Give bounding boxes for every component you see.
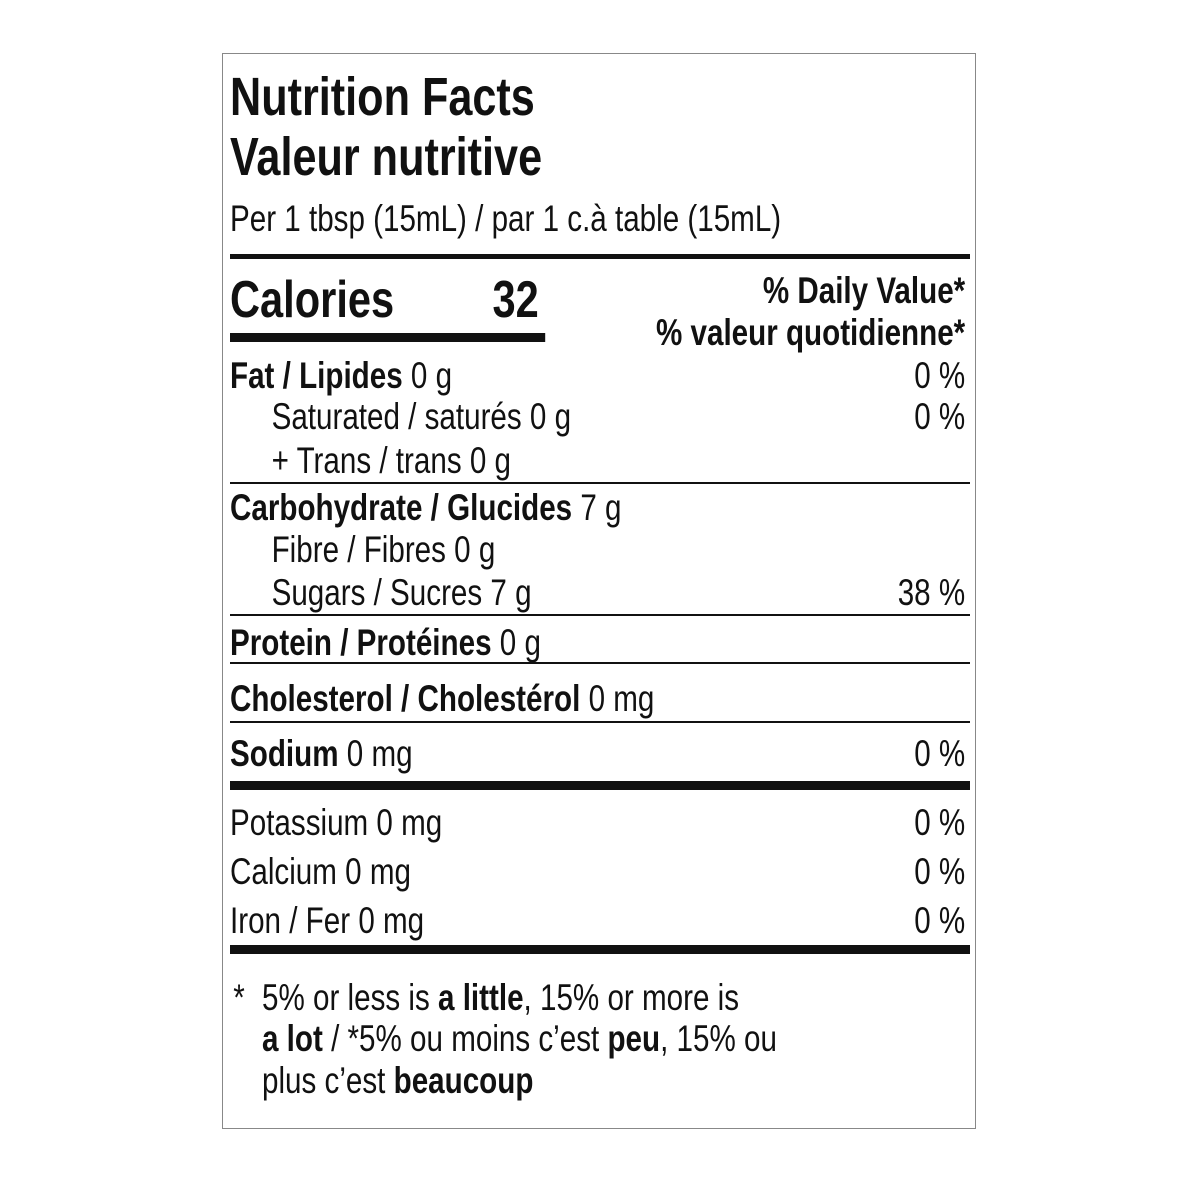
serving-size: Per 1 tbsp (15mL) / par 1 c.à table (15m… (230, 198, 782, 239)
nutrition-facts-box (222, 53, 976, 1129)
dv-potassium: 0 % (914, 802, 966, 843)
footnote-line-2: a lot / *5% ou moins c’est peu, 15% ou (262, 1018, 777, 1059)
divider-thick (230, 254, 970, 259)
dv-sodium: 0 % (914, 733, 966, 774)
divider-thick (230, 781, 970, 790)
nutrient-row-cholesterol: Cholesterol / Cholestérol 0 mg (230, 678, 655, 719)
dv-calcium: 0 % (914, 851, 966, 892)
title-fr: Valeur nutritive (230, 127, 543, 187)
footnote-asterisk: * (233, 977, 245, 1018)
dv-iron: 0 % (914, 900, 966, 941)
nutrient-row-sodium: Sodium 0 mg (230, 733, 413, 774)
nutrient-row-saturated: Saturated / saturés 0 g (271, 396, 572, 437)
nutrient-row-carbohydrate: Carbohydrate / Glucides 7 g (230, 487, 622, 528)
dv-header-en: % Daily Value* (762, 270, 966, 311)
nutrient-row-sugars: Sugars / Sucres 7 g (271, 572, 532, 613)
nutrient-row-potassium: Potassium 0 mg (230, 802, 443, 843)
calories-label: Calories (230, 271, 395, 329)
divider (230, 721, 970, 723)
nutrient-row-fibre: Fibre / Fibres 0 g (271, 529, 496, 570)
calories-underline (230, 333, 546, 342)
footnote-line-1: 5% or less is a little, 15% or more is (262, 977, 740, 1018)
nutrient-row-iron: Iron / Fer 0 mg (230, 900, 425, 941)
nutrient-row-fat: Fat / Lipides 0 g (230, 355, 453, 396)
title-en: Nutrition Facts (230, 67, 535, 127)
divider (230, 662, 970, 664)
footnote-line-3: plus c’est beaucoup (262, 1060, 534, 1101)
calories-value: 32 (492, 271, 539, 329)
nutrition-facts-table: Nutrition Facts Valeur nutritive Per 1 t… (230, 0, 970, 1200)
nutrient-row-trans: + Trans / trans 0 g (271, 440, 511, 481)
nutrient-row-calcium: Calcium 0 mg (230, 851, 411, 892)
nutrient-row-protein: Protein / Protéines 0 g (230, 622, 541, 663)
dv-saturated: 0 % (914, 396, 966, 437)
dv-header-fr: % valeur quotidienne* (655, 312, 966, 353)
divider-thick (230, 945, 970, 954)
dv-sugars: 38 % (897, 572, 966, 613)
divider (230, 614, 970, 616)
dv-fat: 0 % (914, 355, 966, 396)
divider (230, 482, 970, 484)
